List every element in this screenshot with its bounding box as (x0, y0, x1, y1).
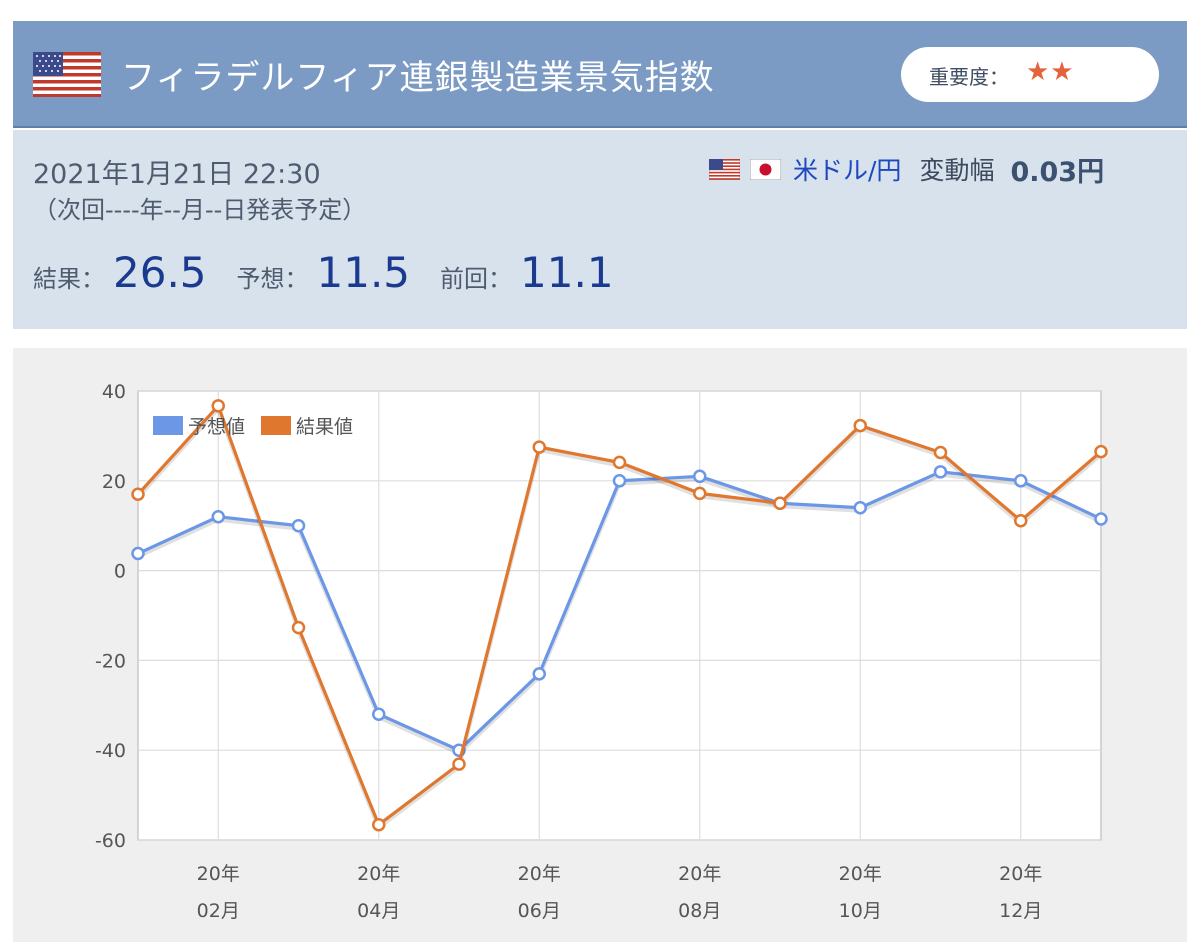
result-series-point (693, 486, 707, 501)
forecast-series-point (1014, 474, 1028, 488)
result-series-point (532, 440, 546, 454)
x-tick-label: 20年 (197, 863, 240, 885)
x-tick-label: 20年 (518, 863, 561, 885)
forecast-value: 11.5 (316, 248, 411, 297)
currency-pair-info: 米ドル/円 変動幅 0.03円 (709, 152, 1105, 188)
x-tick-label: 20年 (999, 863, 1042, 885)
forecast-series-point (933, 465, 948, 479)
legend-swatch-0 (151, 414, 185, 437)
jp-flag-icon (750, 158, 781, 180)
forecast-series-point (693, 469, 707, 484)
x-tick-label: 12月 (999, 900, 1042, 922)
next-release-note: （次回----年--月--日発表予定） (33, 196, 367, 224)
release-info-panel: 2021年1月21日 22:30 （次回----年--月--日発表予定） 米ドル… (13, 130, 1187, 329)
x-tick-label: 20年 (678, 863, 721, 885)
y-tick-label: -40 (95, 740, 126, 762)
result-series-point (211, 399, 225, 413)
x-tick-label: 08月 (678, 900, 721, 922)
result-series-point (131, 487, 145, 502)
x-tick-label: 02月 (197, 900, 240, 922)
forecast-series-point (372, 707, 386, 722)
importance-label: 重要度： (929, 65, 1009, 89)
legend-label: 予想値 (188, 416, 245, 438)
result-label: 結果： (33, 265, 105, 293)
legend-label: 結果値 (296, 416, 353, 438)
line-chart: 40 20 0 -20 -40 -60 20年 02月 20年 04月 20年 06月 20年 08月 20… (95, 381, 1108, 922)
forecast-series-point (1094, 512, 1108, 526)
result-series-point (372, 817, 386, 832)
page-title: フィラデルフィア連銀製造業景気指数 (121, 58, 715, 98)
y-tick-label: -60 (95, 830, 126, 852)
range-label: 変動幅 (919, 156, 995, 185)
previous-value: 11.1 (520, 248, 614, 297)
result-series-point (1014, 514, 1028, 528)
result-series-point (612, 455, 627, 470)
forecast-series-point (131, 546, 145, 561)
result-series-point (773, 496, 787, 510)
x-tick-label: 10月 (839, 900, 882, 922)
y-tick-label: 20 (102, 471, 126, 493)
forecast-series-point (853, 500, 867, 515)
x-tick-label: 20年 (357, 863, 400, 885)
y-tick-label: -20 (95, 650, 126, 672)
forecast-series-point (612, 474, 627, 488)
release-datetime: 2021年1月21日 22:30 (33, 159, 321, 190)
currency-pair-link[interactable]: 米ドル/円 (793, 156, 902, 185)
result-series-point (1094, 444, 1108, 459)
result-series-point (291, 620, 306, 635)
us-flag-icon (709, 158, 740, 180)
results-row: 結果： 26.5 予想： 11.5 前回： 11.1 (33, 248, 644, 297)
importance-stars: ★★ (1026, 57, 1075, 87)
result-series-point (853, 418, 867, 433)
result-series-point (933, 445, 948, 460)
chart-area: 40 20 0 -20 -40 -60 20年 02月 20年 04月 20年 06月 20年 08月 20… (13, 348, 1187, 942)
forecast-label: 予想： (236, 265, 309, 293)
y-tick-label: 0 (114, 561, 126, 583)
legend-swatch-1 (259, 414, 293, 437)
forecast-series-point (291, 518, 306, 533)
forecast-series-point (532, 667, 546, 681)
previous-label: 前回： (440, 265, 513, 293)
importance-badge: 重要度： ★★ (901, 47, 1159, 102)
y-tick-label: 40 (102, 381, 126, 403)
x-tick-label: 04月 (357, 900, 400, 922)
result-series-point (452, 757, 466, 771)
range-value: 0.03円 (1010, 156, 1105, 188)
x-tick-label: 06月 (518, 900, 561, 922)
x-tick-label: 20年 (839, 863, 882, 885)
result-value: 26.5 (113, 248, 207, 297)
forecast-series-point (211, 509, 225, 524)
us-flag-icon (33, 52, 101, 97)
indicator-header: フィラデルフィア連銀製造業景気指数 重要度： ★★ (13, 21, 1187, 128)
